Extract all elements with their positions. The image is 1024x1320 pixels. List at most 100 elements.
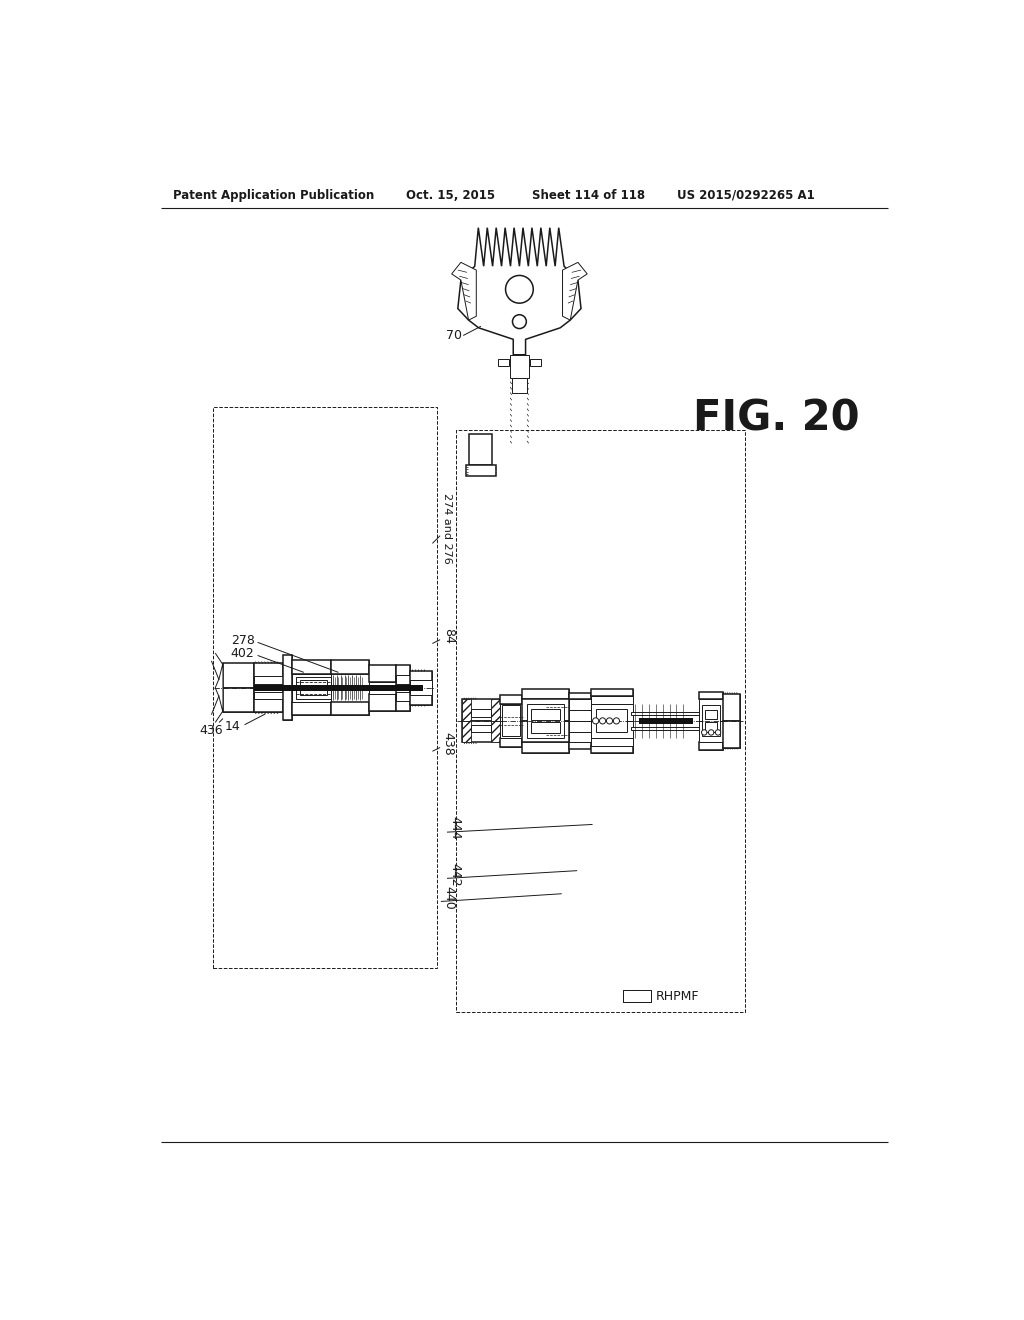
Bar — [370, 665, 396, 681]
Bar — [410, 688, 432, 705]
Polygon shape — [458, 227, 581, 355]
Bar — [223, 663, 254, 688]
Bar — [521, 742, 569, 754]
Bar — [698, 700, 724, 721]
Bar — [498, 359, 509, 367]
Text: 438: 438 — [441, 731, 455, 755]
Bar — [370, 665, 396, 681]
Bar — [292, 702, 331, 715]
Bar — [396, 688, 410, 711]
Bar — [410, 671, 432, 688]
Bar — [370, 681, 396, 688]
Circle shape — [716, 730, 721, 735]
Bar — [698, 742, 724, 750]
Bar — [213, 407, 437, 969]
Circle shape — [606, 718, 612, 723]
Bar — [462, 721, 500, 742]
Text: Sheet 114 of 118: Sheet 114 of 118 — [532, 189, 645, 202]
Bar — [530, 359, 541, 367]
Bar — [456, 430, 745, 1011]
Bar — [521, 689, 569, 700]
Bar — [292, 660, 331, 675]
Bar — [591, 746, 634, 754]
Bar — [591, 696, 634, 704]
Bar — [724, 694, 740, 721]
Bar — [223, 688, 254, 713]
Bar — [591, 738, 634, 746]
Bar — [569, 731, 591, 742]
Bar — [283, 656, 292, 688]
Text: FIG. 20: FIG. 20 — [692, 397, 859, 440]
Bar — [223, 688, 254, 713]
Bar — [396, 692, 410, 701]
Bar — [521, 689, 569, 700]
Bar — [724, 721, 740, 748]
Bar — [569, 700, 591, 710]
Bar — [254, 688, 283, 713]
Bar — [521, 700, 569, 721]
Text: 402: 402 — [230, 647, 254, 660]
Bar — [527, 704, 564, 738]
Bar — [469, 434, 493, 465]
Polygon shape — [562, 263, 587, 321]
Bar — [331, 702, 370, 715]
Bar — [410, 680, 432, 696]
Bar — [631, 711, 700, 714]
Bar — [331, 660, 370, 675]
Bar — [370, 694, 396, 711]
Bar — [500, 694, 521, 704]
Bar — [521, 721, 569, 742]
Bar — [500, 704, 521, 721]
Text: 274 and 276: 274 and 276 — [441, 492, 452, 564]
Bar — [502, 705, 520, 737]
Text: 440: 440 — [442, 886, 456, 909]
Bar — [698, 692, 724, 700]
Bar — [591, 746, 634, 754]
Bar — [283, 688, 292, 721]
Bar — [370, 688, 396, 694]
Bar — [462, 700, 471, 721]
Bar — [300, 689, 327, 696]
Bar — [569, 742, 591, 748]
Bar — [591, 689, 634, 696]
Bar — [705, 722, 717, 731]
Bar — [510, 355, 528, 378]
Circle shape — [593, 718, 599, 723]
Bar — [254, 685, 423, 690]
Text: 84: 84 — [441, 628, 455, 644]
Bar — [698, 692, 724, 700]
Bar — [490, 721, 500, 742]
Bar — [631, 727, 700, 730]
Bar — [591, 689, 634, 696]
Bar — [724, 694, 740, 721]
Bar — [292, 702, 331, 715]
Circle shape — [709, 730, 714, 735]
Bar — [466, 465, 497, 477]
Text: 278: 278 — [230, 634, 255, 647]
Bar — [624, 990, 651, 1002]
Circle shape — [512, 314, 526, 329]
Bar — [471, 709, 490, 717]
Bar — [490, 700, 500, 721]
Bar — [569, 710, 591, 721]
Circle shape — [701, 730, 707, 735]
Bar — [462, 700, 500, 721]
Bar — [701, 705, 720, 737]
Circle shape — [599, 718, 605, 723]
Text: US 2015/0292265 A1: US 2015/0292265 A1 — [677, 189, 815, 202]
Bar — [569, 721, 591, 731]
Bar — [500, 738, 521, 747]
Circle shape — [506, 276, 534, 304]
Bar — [531, 709, 560, 721]
Bar — [370, 694, 396, 711]
Bar — [223, 663, 254, 688]
Bar — [698, 742, 724, 750]
Bar — [624, 990, 651, 1002]
Bar — [331, 702, 370, 715]
Bar — [639, 718, 692, 723]
Text: RHPMF: RHPMF — [655, 990, 699, 1003]
Bar — [500, 738, 521, 747]
Bar — [331, 660, 370, 675]
Bar — [396, 665, 410, 688]
Bar — [254, 663, 283, 688]
